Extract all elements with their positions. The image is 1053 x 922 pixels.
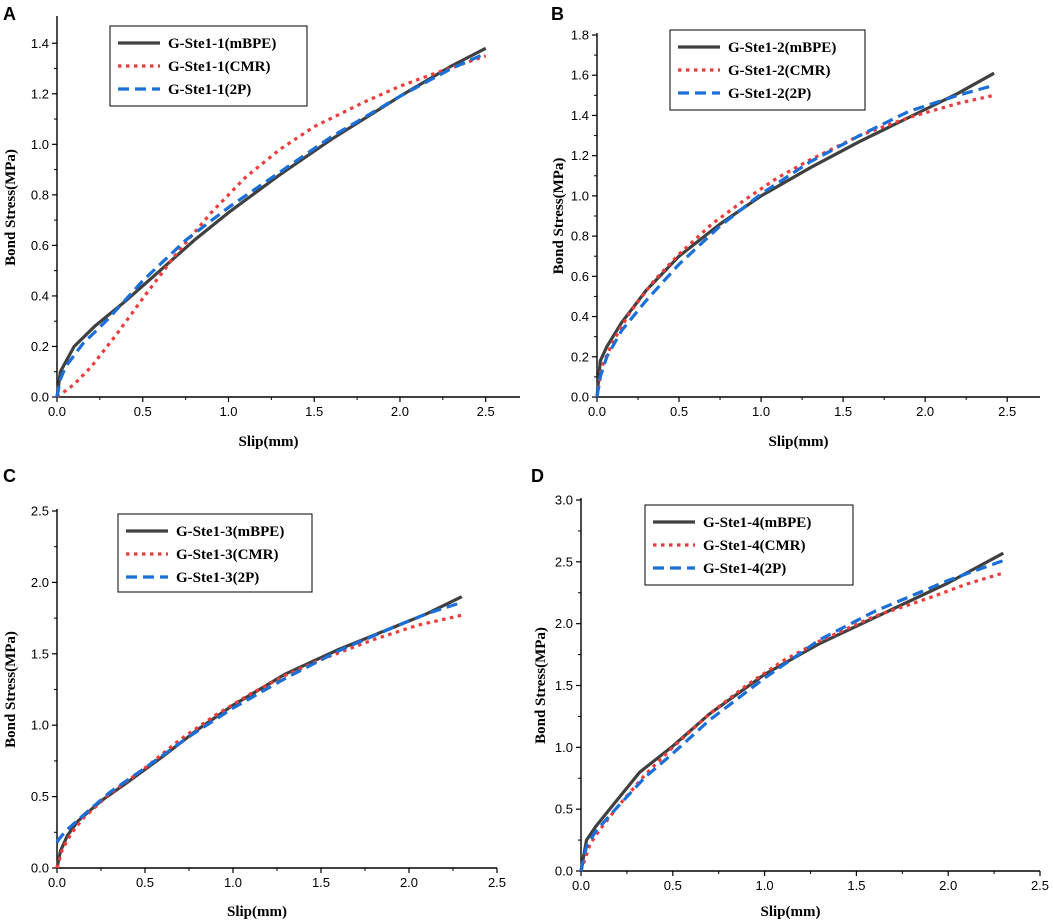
y-axis-title: Bond Stress(MPa) [3, 149, 19, 266]
y-tick-label: 0.0 [555, 864, 573, 879]
panel-letter-d: D [531, 466, 544, 486]
x-tick-label: 1.0 [219, 404, 237, 419]
y-tick-label: 3.0 [555, 493, 573, 508]
x-tick-label: 0.0 [588, 404, 606, 419]
y-tick-label: 0.6 [571, 269, 589, 284]
y-tick-label: 1.2 [31, 86, 49, 101]
legend-label: G-Ste1-2(mBPE) [728, 40, 836, 56]
legend: G-Ste1-1(mBPE) G-Ste1-1(CMR) G-Ste1-1(2P) [109, 25, 308, 107]
x-tick-label: 0.0 [48, 404, 66, 419]
legend-label: G-Ste1-4(mBPE) [703, 515, 811, 531]
y-tick-label: 0.8 [571, 229, 589, 244]
legend-label: G-Ste1-1(2P) [168, 82, 251, 98]
y-tick-label: 0.4 [31, 288, 49, 303]
x-axis-title: Slip(mm) [239, 434, 299, 450]
series-line-mbpe [595, 71, 995, 398]
x-axis-title: Slip(mm) [227, 904, 287, 920]
legend-label: G-Ste1-3(CMR) [176, 547, 278, 563]
x-tick-label: 2.5 [1031, 878, 1049, 893]
x-tick-label: 1.5 [312, 875, 330, 890]
x-tick-label: 0.0 [48, 875, 66, 890]
y-tick-label: 2.5 [31, 504, 49, 519]
y-tick-label: 1.4 [31, 36, 49, 51]
y-tick-label: 0.2 [31, 339, 49, 354]
series-line-2p [579, 559, 1004, 872]
y-tick-label: 1.0 [31, 718, 49, 733]
chart-panel-d: D 0.0 0.5 1.0 1.5 2.0 2.5 0.0 0.5 1.0 1.5 2.0 2.5 3.0… [531, 466, 1049, 920]
x-tick-label: 0.5 [664, 878, 682, 893]
legend-label: G-Ste1-2(2P) [728, 86, 811, 102]
y-tick-label: 0.5 [555, 802, 573, 817]
x-tick-label: 1.0 [224, 875, 242, 890]
x-tick-label: 2.0 [916, 404, 934, 419]
legend-label: G-Ste1-3(mBPE) [176, 524, 284, 540]
y-tick-label: 2.0 [31, 575, 49, 590]
x-tick-label: 0.0 [572, 878, 590, 893]
y-tick-label: 1.8 [571, 28, 589, 43]
y-tick-label: 0.2 [571, 349, 589, 364]
x-tick-label: 0.5 [670, 404, 688, 419]
y-tick-label: 1.0 [571, 188, 589, 203]
legend: G-Ste1-2(mBPE) G-Ste1-2(CMR) G-Ste1-2(2P) [669, 29, 866, 111]
x-tick-label: 2.0 [391, 404, 409, 419]
series-line-2p [55, 51, 487, 398]
x-tick-label: 1.5 [305, 404, 323, 419]
x-tick-label: 2.5 [488, 875, 506, 890]
y-axis-title: Bond Stress(MPa) [551, 158, 567, 275]
x-tick-label: 0.5 [134, 404, 152, 419]
x-tick-label: 2.5 [998, 404, 1016, 419]
y-tick-label: 1.6 [571, 68, 589, 83]
chart-panel-a: A 0.0 0.5 1.0 1.5 2.0 2.5 0.0 0.2 0.4 0.6 0.8 1.0 1.2… [3, 4, 520, 450]
series-line-cmr [55, 613, 463, 869]
y-tick-label: 1.4 [571, 108, 589, 123]
panel-letter-c: C [3, 466, 16, 486]
series-line-mbpe [579, 551, 1005, 872]
x-tick-label: 2.0 [939, 878, 957, 893]
y-tick-label: 0.0 [31, 861, 49, 876]
y-tick-label: 2.0 [555, 616, 573, 631]
x-tick-label: 1.5 [834, 404, 852, 419]
legend-label: G-Ste1-1(mBPE) [168, 36, 276, 52]
y-tick-label: 1.0 [31, 137, 49, 152]
x-tick-label: 2.5 [477, 404, 495, 419]
y-tick-label: 0.4 [571, 309, 589, 324]
y-axis-title: Bond Stress(MPa) [3, 631, 19, 748]
x-tick-label: 1.0 [752, 404, 770, 419]
x-axis-title: Slip(mm) [769, 434, 829, 450]
x-tick-label: 0.5 [136, 875, 154, 890]
series-line-cmr [579, 571, 1004, 872]
legend: G-Ste1-4(mBPE) G-Ste1-4(CMR) G-Ste1-4(2P) [644, 504, 854, 586]
panel-letter-b: B [551, 4, 564, 24]
legend-label: G-Ste1-4(CMR) [703, 538, 805, 554]
series-line-2p [595, 83, 995, 398]
legend-label: G-Ste1-4(2P) [703, 561, 786, 577]
x-axis-title: Slip(mm) [761, 904, 821, 920]
series-line-mbpe [55, 595, 463, 869]
y-tick-label: 2.5 [555, 554, 573, 569]
y-tick-label: 1.5 [31, 646, 49, 661]
legend-label: G-Ste1-2(CMR) [728, 63, 830, 79]
y-axis-title: Bond Stress(MPa) [533, 627, 549, 744]
series-line-cmr [56, 54, 487, 399]
panel-letter-a: A [3, 4, 16, 24]
legend-label: G-Ste1-1(CMR) [168, 59, 270, 75]
chart-panel-b: B 0.0 0.5 1.0 1.5 2.0 2.5 0.0 0.2 0.4 0.6 0.8 1.0 1.2… [551, 4, 1040, 450]
series-line-cmr [595, 93, 995, 398]
x-tick-label: 2.0 [400, 875, 418, 890]
y-tick-label: 1.0 [555, 740, 573, 755]
y-tick-label: 1.2 [571, 148, 589, 163]
x-tick-label: 1.5 [847, 878, 865, 893]
y-tick-label: 0.6 [31, 238, 49, 253]
y-tick-label: 0.0 [31, 390, 49, 405]
y-tick-label: 0.8 [31, 187, 49, 202]
series-line-2p [55, 600, 463, 844]
y-tick-label: 1.5 [555, 678, 573, 693]
x-tick-label: 1.0 [756, 878, 774, 893]
chart-panel-c: C 0.0 0.5 1.0 1.5 2.0 2.5 0.0 0.5 1.0 1.5 2.0 2.5 Sli… [3, 466, 506, 920]
y-tick-label: 0.0 [571, 390, 589, 405]
legend: G-Ste1-3(mBPE) G-Ste1-3(CMR) G-Ste1-3(2P) [117, 513, 313, 593]
y-tick-label: 0.5 [31, 789, 49, 804]
legend-label: G-Ste1-3(2P) [176, 570, 259, 586]
